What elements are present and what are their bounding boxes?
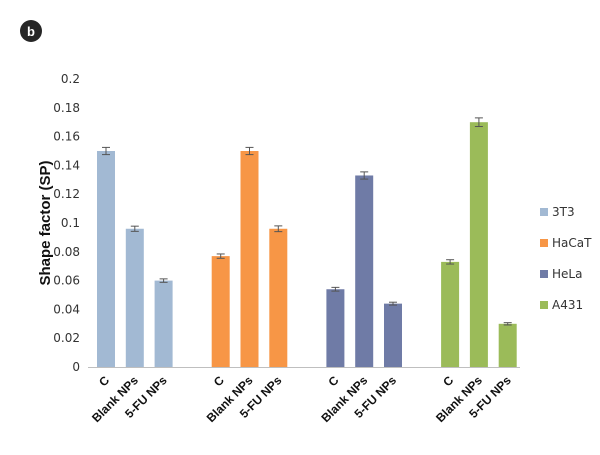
y-tick-label: 0.06 xyxy=(53,274,80,288)
legend-swatch-A431 xyxy=(540,301,548,309)
y-tick-label: 0.12 xyxy=(53,187,80,201)
legend-swatch-3T3 xyxy=(540,208,548,216)
y-tick-label: 0 xyxy=(72,360,80,374)
legend-label-3T3: 3T3 xyxy=(552,205,575,219)
bar-HeLa-3 xyxy=(384,303,402,367)
y-axis-title: Shape factor (SP) xyxy=(37,160,54,285)
x-category-label: C xyxy=(211,373,227,389)
x-category-label: C xyxy=(440,373,456,389)
panel-label-badge: b xyxy=(20,20,42,42)
bar-3T3-3 xyxy=(154,280,173,367)
bar-A431-3 xyxy=(498,323,517,367)
bar-A431-1 xyxy=(441,261,460,367)
legend-swatch-HaCaT xyxy=(540,239,548,247)
y-tick-label: 0.14 xyxy=(53,158,80,172)
bar-HaCaT-1 xyxy=(211,256,230,367)
bar-3T3-1 xyxy=(97,151,115,367)
bar-HaCaT-3 xyxy=(269,228,288,367)
y-tick-label: 0.02 xyxy=(53,331,80,345)
y-tick-label: 0.04 xyxy=(53,302,80,316)
legend-label-HeLa: HeLa xyxy=(552,267,582,281)
x-category-label: C xyxy=(325,373,341,389)
bar-HaCaT-2 xyxy=(240,151,259,367)
y-tick-label: 0.2 xyxy=(61,72,80,86)
y-tick-label: 0.1 xyxy=(61,216,80,230)
y-tick-label: 0.08 xyxy=(53,245,80,259)
bar-HeLa-2 xyxy=(355,175,374,367)
legend-swatch-HeLa xyxy=(540,270,548,278)
y-tick-label: 0.16 xyxy=(53,130,80,144)
bar-A431-2 xyxy=(469,122,488,367)
x-category-label: C xyxy=(96,373,112,389)
legend-label-A431: A431 xyxy=(552,298,583,312)
bar-HeLa-1 xyxy=(326,289,345,367)
legend-label-HaCaT: HaCaT xyxy=(552,236,592,250)
y-tick-label: 0.18 xyxy=(53,101,80,115)
bar-3T3-2 xyxy=(125,228,144,367)
